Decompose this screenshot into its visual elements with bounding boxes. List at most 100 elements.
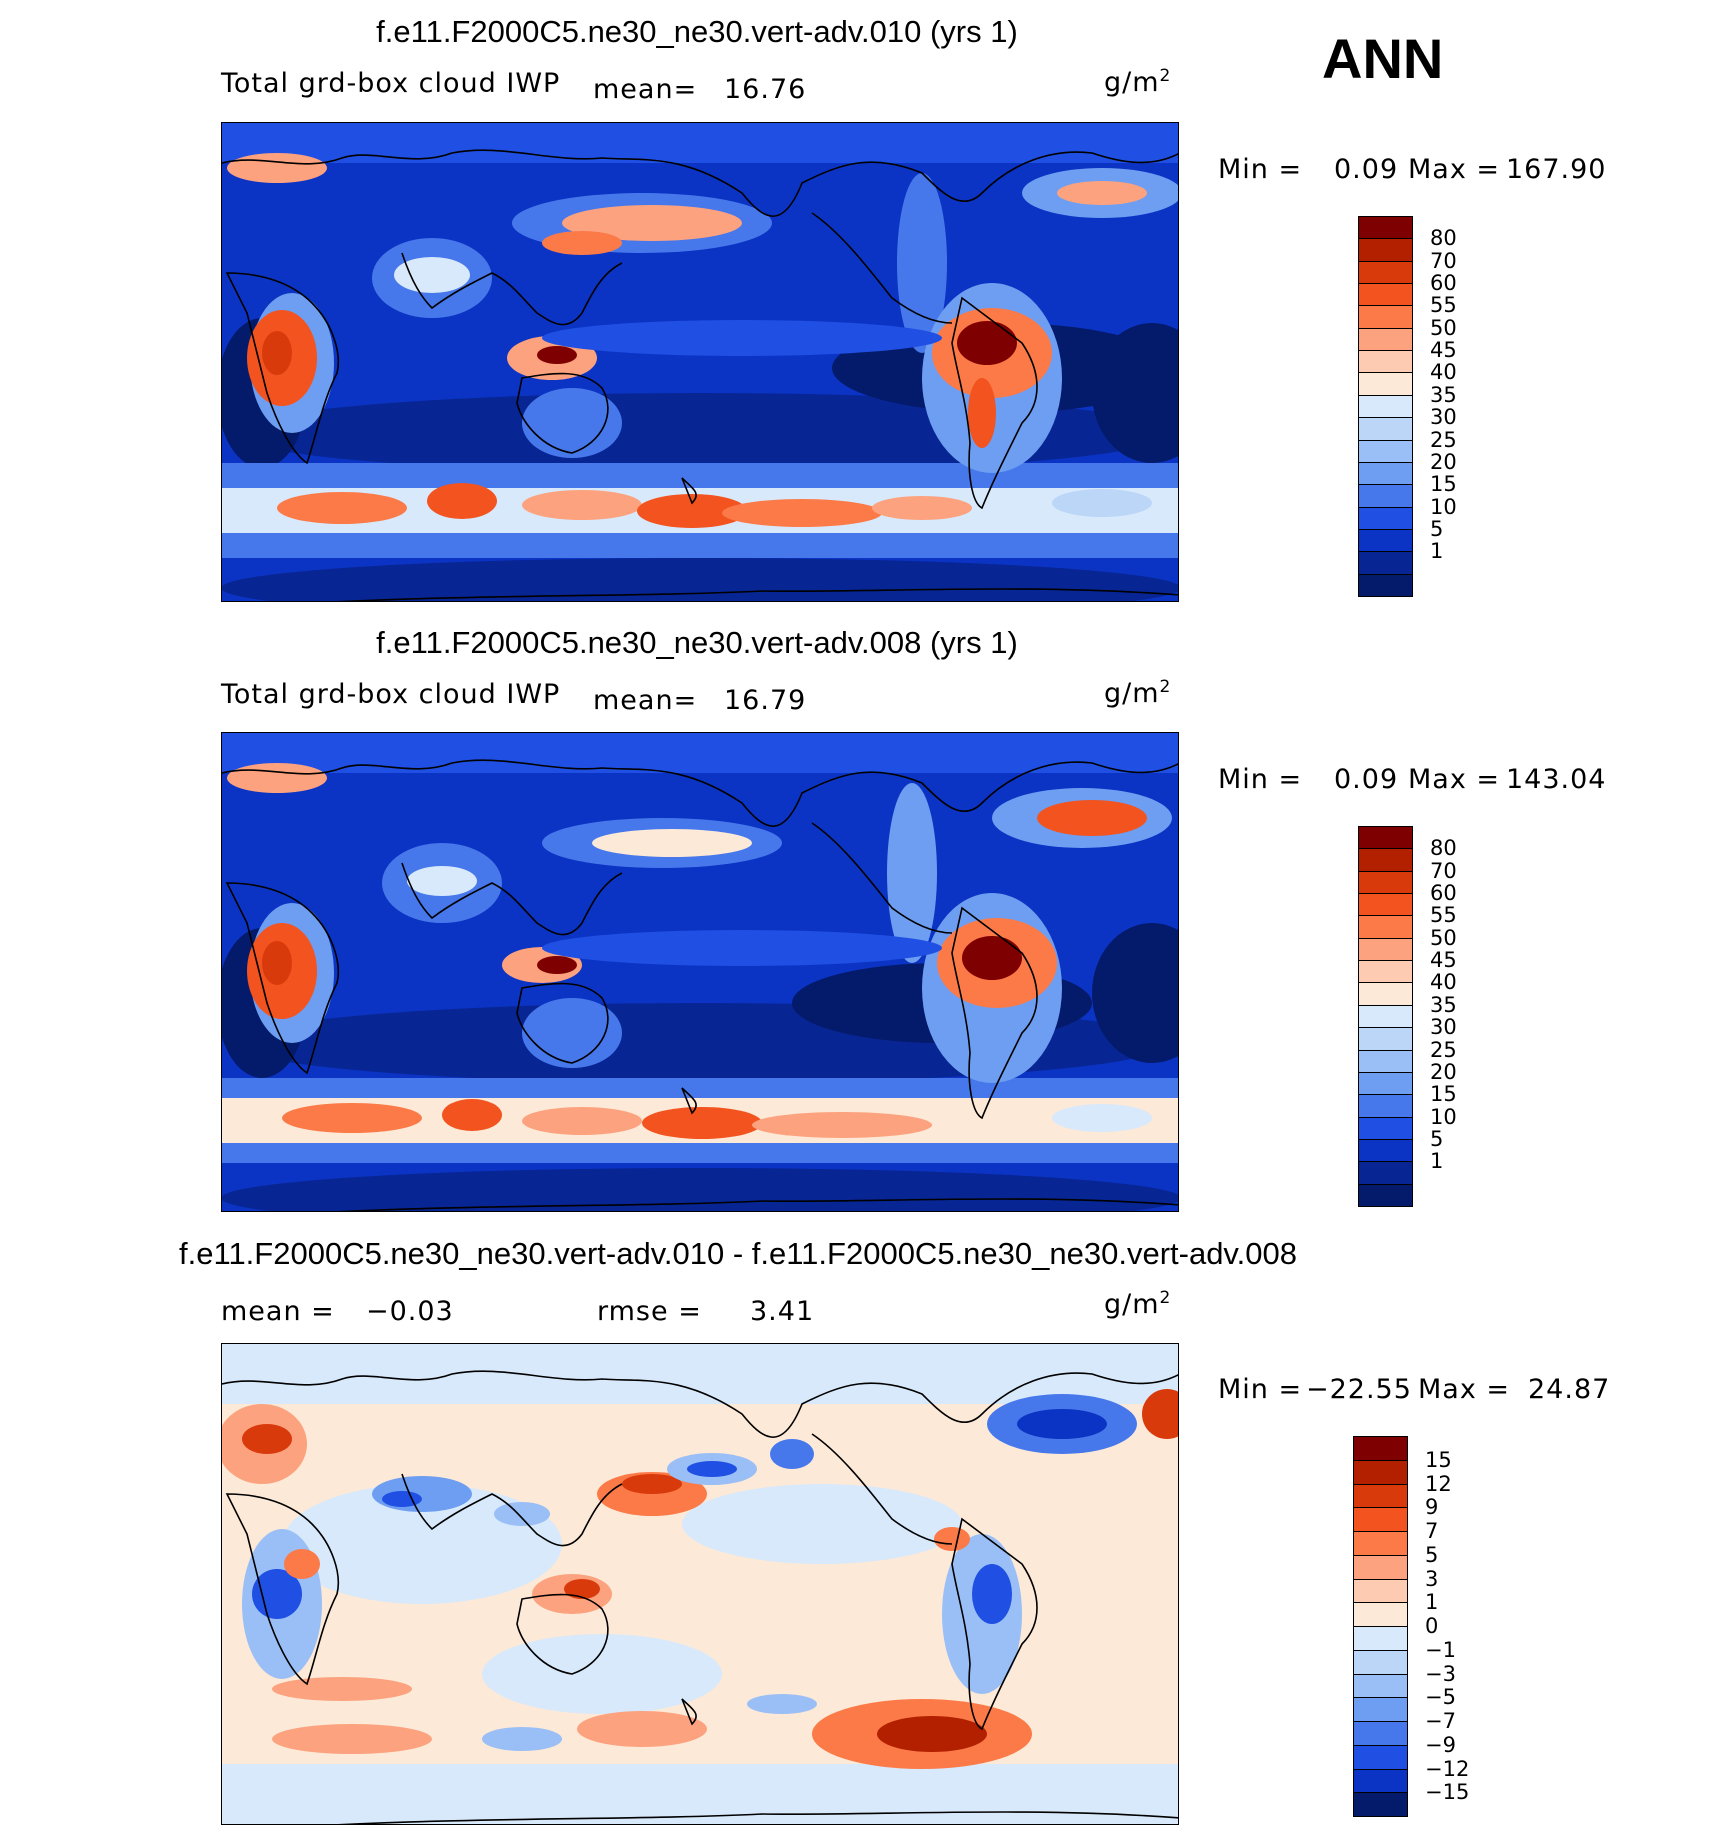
panel-2-colorbar-box <box>1358 1027 1413 1051</box>
panel-1-colorbar-box <box>1358 573 1413 597</box>
panel-1-colorbar-label: 70 <box>1430 248 1457 273</box>
panel-3-colorbar-box <box>1353 1649 1408 1675</box>
panel-3-colorbar-box <box>1353 1792 1408 1817</box>
panel-2-colorbar-label: 80 <box>1430 836 1457 861</box>
panel-1-colorbar-box <box>1358 238 1413 262</box>
panel-2-colorbar-label: 40 <box>1430 970 1457 995</box>
panel-1-colorbar-box <box>1358 260 1413 285</box>
panel-2-colorbar-label: 15 <box>1430 1082 1457 1107</box>
panel-1-colorbar-box <box>1358 283 1413 307</box>
panel-3-colorbar-label: 5 <box>1425 1542 1439 1567</box>
panel-2-colorbar-box <box>1358 1183 1413 1207</box>
panel-2-colorbar-box <box>1358 982 1413 1006</box>
panel-2-colorbar-box <box>1358 870 1413 895</box>
season-label: ANN <box>1322 27 1444 90</box>
panel-3-colorbar-box <box>1353 1459 1408 1485</box>
panel-2-units: g/m2 <box>1104 677 1172 709</box>
panel-2-mean-value: 16.79 <box>724 685 807 716</box>
panel-1-title: f.e11.F2000C5.ne30_ne30.vert-adv.010 (yr… <box>376 14 1018 49</box>
panel-1-colorbar-label: 60 <box>1430 271 1457 296</box>
panel-3-colorbar-label: 15 <box>1425 1447 1452 1472</box>
panel-3-colorbar-box <box>1353 1436 1408 1461</box>
panel-1-map-field <box>222 123 1178 601</box>
panel-3-colorbar-box <box>1353 1721 1408 1746</box>
panel-3-colorbar-box <box>1353 1673 1408 1699</box>
panel-2-colorbar-box <box>1358 848 1413 872</box>
panel-2-colorbar-box <box>1358 937 1413 962</box>
panel-2-colorbar-label: 1 <box>1430 1149 1444 1174</box>
panel-2-map-field <box>222 733 1178 1211</box>
panel-3-min-value: −22.55 <box>1306 1374 1412 1405</box>
panel-3-colorbar-box <box>1353 1768 1408 1794</box>
panel-3-colorbar-label: −9 <box>1425 1732 1456 1757</box>
panel-3-max-value: 24.87 <box>1528 1374 1611 1405</box>
panel-3-colorbar-box <box>1353 1531 1408 1556</box>
panel-1-colorbar-label: 50 <box>1430 315 1457 340</box>
panel-1-colorbar-box <box>1358 461 1413 486</box>
panel-3-colorbar-box <box>1353 1554 1408 1580</box>
panel-2-colorbar-label: 30 <box>1430 1015 1457 1040</box>
panel-1-colorbar-label: 45 <box>1430 338 1457 363</box>
panel-3-colorbar-label: −12 <box>1425 1756 1470 1781</box>
panel-2-colorbar-label: 55 <box>1430 903 1457 928</box>
panel-3-colorbar-label: −1 <box>1425 1637 1456 1662</box>
panel-2-colorbar-label: 5 <box>1430 1126 1444 1151</box>
panel-2-map <box>221 732 1179 1212</box>
panel-1-colorbar-label: 80 <box>1430 226 1457 251</box>
panel-3-title: f.e11.F2000C5.ne30_ne30.vert-adv.010 - f… <box>179 1236 1297 1271</box>
panel-2-colorbar-label: 45 <box>1430 948 1457 973</box>
panel-1-colorbar-label: 25 <box>1430 427 1457 452</box>
panel-1-colorbar-label: 10 <box>1430 494 1457 519</box>
panel-1-colorbar-label: 1 <box>1430 539 1444 564</box>
panel-1-colorbar-label: 55 <box>1430 293 1457 318</box>
panel-3-colorbar-label: 1 <box>1425 1590 1439 1615</box>
panel-2-colorbar-box <box>1358 1071 1413 1096</box>
panel-3-rmse-label: rmse = <box>597 1296 702 1327</box>
panel-2-colorbar-label: 50 <box>1430 925 1457 950</box>
panel-3-map <box>221 1343 1179 1825</box>
panel-3-units: g/m2 <box>1104 1288 1172 1320</box>
panel-3-colorbar-label: 3 <box>1425 1566 1439 1591</box>
panel-1-colorbar-label: 30 <box>1430 405 1457 430</box>
panel-1-colorbar-box <box>1358 216 1413 240</box>
panel-2-colorbar-box <box>1358 1116 1413 1140</box>
panel-1-colorbar-box <box>1358 394 1413 419</box>
panel-2-colorbar-box <box>1358 1004 1413 1029</box>
panel-2-title: f.e11.F2000C5.ne30_ne30.vert-adv.008 (yr… <box>376 625 1018 660</box>
panel-2-mean-label: mean= <box>593 685 698 716</box>
panel-3-colorbar-label: 12 <box>1425 1471 1452 1496</box>
panel-1-colorbar-box <box>1358 551 1413 575</box>
panel-1-min-label: Min = <box>1218 154 1303 185</box>
panel-3-colorbar-box <box>1353 1744 1408 1770</box>
panel-2-colorbar-label: 20 <box>1430 1059 1457 1084</box>
panel-1-map <box>221 122 1179 602</box>
panel-3-colorbar-label: −15 <box>1425 1780 1470 1805</box>
panel-1-colorbar-label: 20 <box>1430 449 1457 474</box>
panel-2-colorbar-label: 35 <box>1430 992 1457 1017</box>
panel-2-colorbar-box <box>1358 1138 1413 1163</box>
panel-1-colorbar: 80 70 60 55 50 45 40 35 30 25 20 15 10 5 1 <box>1358 216 1518 597</box>
panel-3-map-field <box>222 1344 1178 1824</box>
panel-3-min-label: Min = <box>1218 1374 1303 1405</box>
panel-3-colorbar-box <box>1353 1507 1408 1532</box>
panel-1-units: g/m2 <box>1104 66 1172 98</box>
panel-2-max-value: 143.04 <box>1506 764 1607 795</box>
panel-1-max-value: 167.90 <box>1506 154 1607 185</box>
panel-3-colorbar-box <box>1353 1697 1408 1722</box>
panel-2-colorbar: 80 70 60 55 50 45 40 35 30 25 20 15 10 5 1 <box>1358 826 1518 1207</box>
panel-2-colorbar-box <box>1358 960 1413 984</box>
panel-1-colorbar-box <box>1358 327 1413 352</box>
panel-1-colorbar-label: 35 <box>1430 382 1457 407</box>
panel-3-colorbar-box <box>1353 1578 1408 1604</box>
panel-1-max-label: Max = <box>1408 154 1501 185</box>
panel-1-colorbar-label: 15 <box>1430 472 1457 497</box>
panel-3-colorbar: 15 12 9 7 5 3 1 0 −1 −3 −5 −7 −9 −12 −15 <box>1353 1436 1523 1817</box>
panel-1-colorbar-box <box>1358 372 1413 396</box>
panel-3-colorbar-label: −3 <box>1425 1661 1456 1686</box>
panel-3-colorbar-label: 9 <box>1425 1495 1439 1520</box>
panel-2-colorbar-box <box>1358 893 1413 917</box>
panel-1-variable-label: Total grd-box cloud IWP <box>221 68 561 99</box>
panel-2-max-label: Max = <box>1408 764 1501 795</box>
panel-3-colorbar-box <box>1353 1483 1408 1509</box>
panel-1-colorbar-box <box>1358 350 1413 374</box>
